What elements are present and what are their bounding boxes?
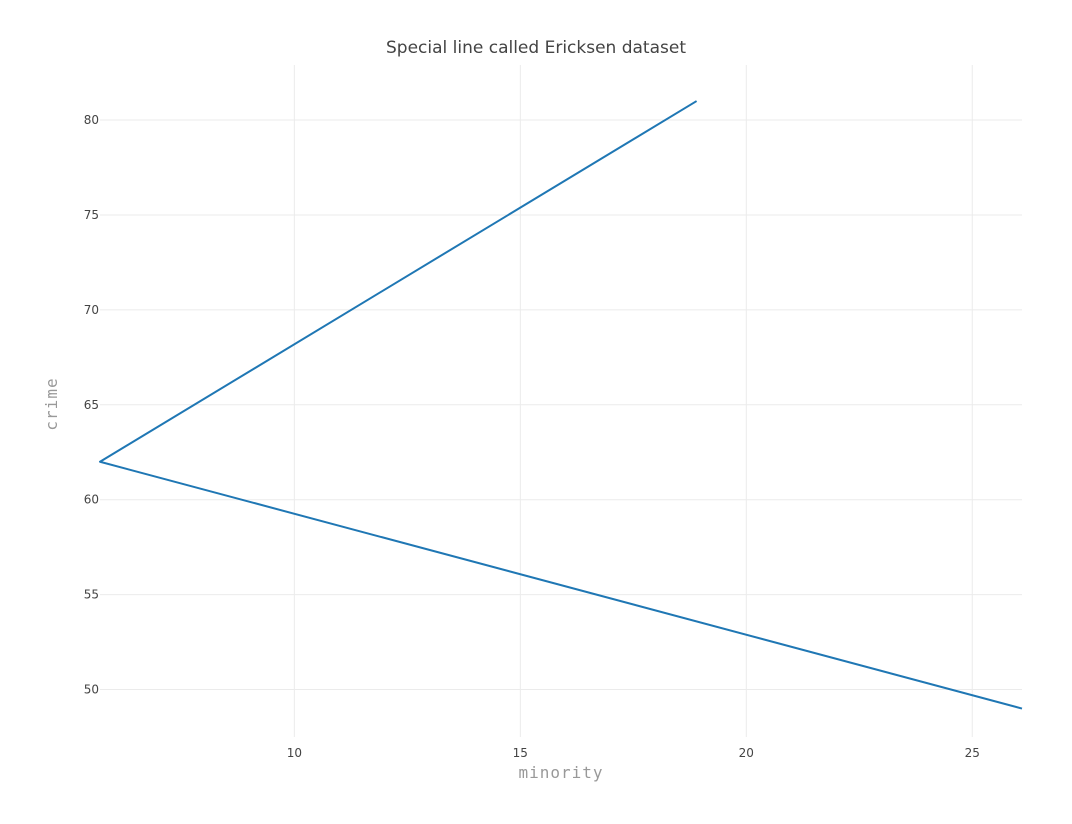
chart-title: Special line called Ericksen dataset — [386, 38, 686, 58]
x-tick-label: 25 — [965, 746, 980, 760]
x-axis-title: minority — [518, 763, 603, 782]
tick-labels: 10 15 20 25 50 55 60 65 70 75 80 — [84, 113, 980, 760]
x-tick-label: 15 — [513, 746, 528, 760]
y-tick-label: 50 — [84, 683, 99, 697]
grid — [100, 65, 1022, 737]
x-tick-label: 20 — [739, 746, 754, 760]
y-tick-label: 65 — [84, 398, 99, 412]
y-tick-label: 55 — [84, 588, 99, 602]
y-tick-label: 75 — [84, 208, 99, 222]
x-tick-label: 10 — [287, 746, 302, 760]
y-tick-label: 60 — [84, 493, 99, 507]
y-tick-label: 70 — [84, 303, 99, 317]
y-tick-label: 80 — [84, 113, 99, 127]
y-axis-title: crime — [42, 377, 61, 430]
